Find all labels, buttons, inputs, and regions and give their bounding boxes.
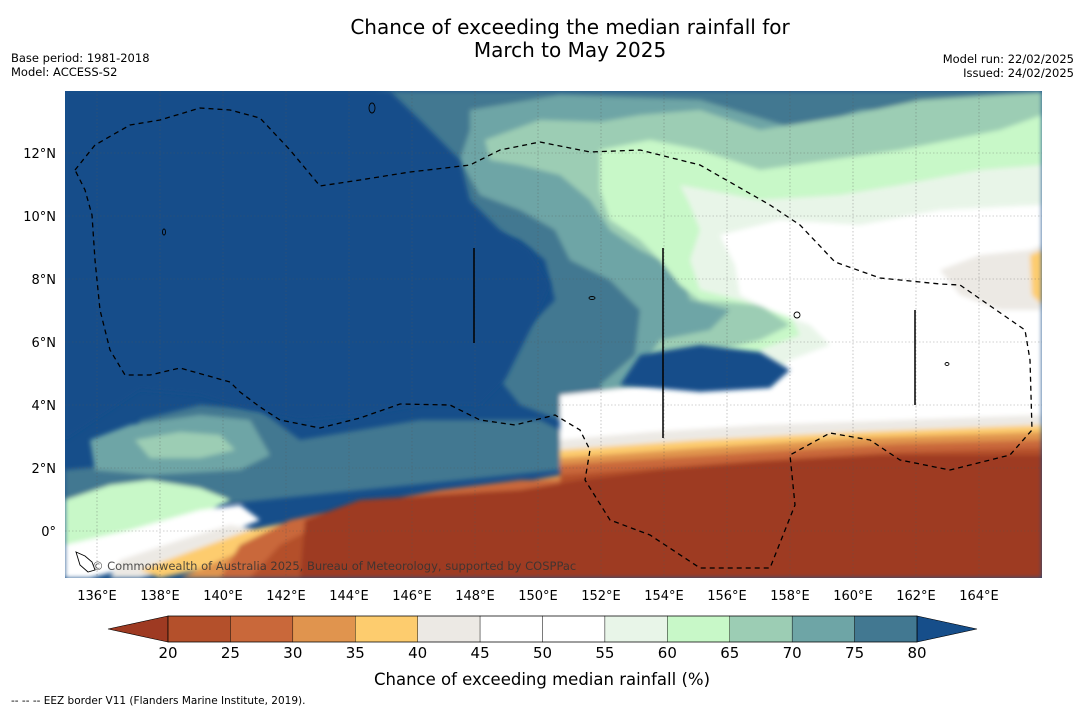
lat-label: 2°N xyxy=(32,462,57,477)
colorbar: 20 25 30 35 40 45 50 55 60 65 70 75 80 Chance of exc… xyxy=(107,615,978,689)
lon-label: 158°E xyxy=(770,589,810,604)
colorbar-tick-label: 45 xyxy=(471,644,490,662)
colorbar-tick-label: 40 xyxy=(408,644,427,662)
issued-date: Issued: 24/02/2025 xyxy=(963,66,1074,80)
lon-label: 162°E xyxy=(896,589,936,604)
map-plot-area: © Commonwealth of Australia 2025, Bureau… xyxy=(65,91,1042,578)
colorbar-tick-label: 65 xyxy=(720,644,739,662)
colorbar-tick-label: 50 xyxy=(533,644,552,662)
eez-footnote: -- -- -- EEZ border V11 (Flanders Marine… xyxy=(11,695,306,707)
colorbar-cell xyxy=(292,615,356,643)
model-run-date: Model run: 22/02/2025 xyxy=(942,52,1074,66)
colorbar-cell xyxy=(791,615,855,643)
lon-label: 140°E xyxy=(203,589,243,604)
lat-label: 8°N xyxy=(32,273,57,288)
longitude-labels: 136°E 138°E 140°E 142°E 144°E 146°E 148°… xyxy=(77,589,999,604)
colorbar-tick-label: 55 xyxy=(595,644,614,662)
lon-label: 138°E xyxy=(140,589,180,604)
colorbar-label: Chance of exceeding median rainfall (%) xyxy=(374,670,710,689)
copyright-text: © Commonwealth of Australia 2025, Bureau… xyxy=(92,559,576,573)
lon-label: 160°E xyxy=(833,589,873,604)
lon-label: 150°E xyxy=(518,589,558,604)
colorbar-tick-label: 20 xyxy=(158,644,177,662)
lon-label: 152°E xyxy=(581,589,621,604)
colorbar-tick-label: 80 xyxy=(907,644,926,662)
colorbar-tick-label: 70 xyxy=(783,644,802,662)
colorbar-tick-label: 30 xyxy=(283,644,302,662)
colorbar-tick-label: 35 xyxy=(346,644,365,662)
colorbar-cell xyxy=(604,615,668,643)
lon-label: 144°E xyxy=(329,589,369,604)
lon-label: 146°E xyxy=(392,589,432,604)
lon-label: 154°E xyxy=(644,589,684,604)
colorbar-cell xyxy=(355,615,418,643)
title-line-2: March to May 2025 xyxy=(473,38,667,62)
island-features xyxy=(473,248,916,438)
colorbar-cell xyxy=(854,615,918,643)
colorbar-low-arrow xyxy=(107,615,169,643)
model-name: Model: ACCESS-S2 xyxy=(11,65,118,79)
colorbar-high-arrow xyxy=(916,615,978,643)
base-period: Base period: 1981-2018 xyxy=(11,51,150,65)
lat-label: 0° xyxy=(41,525,56,540)
colorbar-cell xyxy=(667,615,730,643)
model-info: Base period: 1981-2018 Model: ACCESS-S2 xyxy=(11,51,150,79)
map-title: Chance of exceeding the median rainfall … xyxy=(0,16,1085,62)
colorbar-tick-label: 60 xyxy=(658,644,677,662)
lon-label: 148°E xyxy=(455,589,495,604)
lat-label: 12°N xyxy=(23,147,56,162)
lon-label: 136°E xyxy=(77,589,117,604)
lat-label: 4°N xyxy=(32,399,57,414)
lon-label: 164°E xyxy=(959,589,999,604)
colorbar-cell xyxy=(230,615,294,643)
eez-border xyxy=(74,107,1033,569)
lon-label: 142°E xyxy=(266,589,306,604)
colorbar-cell xyxy=(479,615,543,643)
colorbar-cell xyxy=(417,615,481,643)
title-line-1: Chance of exceeding the median rainfall … xyxy=(350,15,790,39)
lat-label: 10°N xyxy=(23,210,56,225)
colorbar-cell xyxy=(729,615,793,643)
colorbar-cell xyxy=(542,615,606,643)
lat-label: 6°N xyxy=(32,336,57,351)
colorbar-cell xyxy=(167,615,231,643)
run-info: Model run: 22/02/2025 Issued: 24/02/2025 xyxy=(943,52,1074,80)
colorbar-tick-label: 75 xyxy=(845,644,864,662)
latitude-labels: 12°N 10°N 8°N 6°N 4°N 2°N 0° xyxy=(23,147,56,540)
lon-label: 156°E xyxy=(707,589,747,604)
colorbar-tick-label: 25 xyxy=(221,644,240,662)
